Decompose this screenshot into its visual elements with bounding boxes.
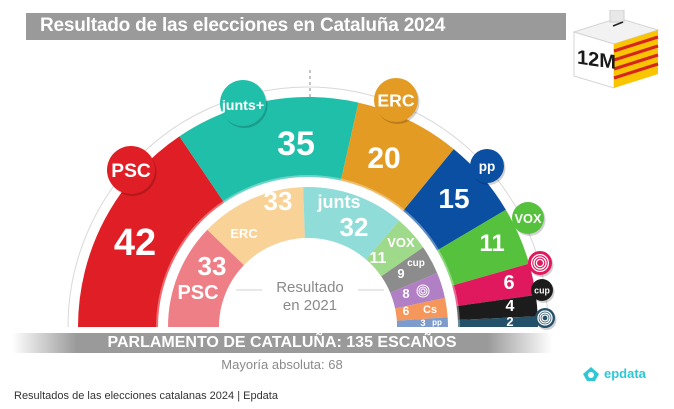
seats-2021-label: 8 <box>402 286 409 301</box>
outer-ring-2024 <box>67 86 549 328</box>
svg-text:cup: cup <box>534 285 550 295</box>
logo-2021-cs-icon: Cs <box>423 304 437 316</box>
seats-2024-label: 6 <box>503 272 514 294</box>
slice-2021-pp <box>396 317 448 327</box>
epdata-icon <box>583 366 599 381</box>
seats-2021-label: 11 <box>370 250 387 267</box>
parliament-label: PARLAMENTO DE CATALUÑA: 135 ESCAÑOS <box>107 334 457 351</box>
seats-2024-label: 4 <box>506 298 515 315</box>
slice-2021-junts <box>303 187 400 260</box>
logo-psc-icon: PSC <box>107 146 157 196</box>
title-bar <box>26 13 566 40</box>
slice-2024-vox <box>437 209 530 286</box>
seats-2021-label: 33 <box>264 186 293 216</box>
footer-bar <box>12 333 552 353</box>
epdata-logo[interactable]: epdata <box>583 366 646 381</box>
logo-pp-icon: pp <box>470 149 506 185</box>
seats-2021-label: 9 <box>397 266 404 281</box>
seats-2024-label: 11 <box>479 230 504 257</box>
logo-comuns-icon <box>528 251 554 277</box>
logo-2021-cup-icon: cup <box>407 258 425 269</box>
brand-name: epdata <box>604 366 646 381</box>
logo-cup-icon: cup <box>531 279 555 303</box>
logo-alian-a-catalana-icon <box>535 308 557 330</box>
slice-2021-vox <box>365 220 424 277</box>
slice-2021-erc <box>207 187 305 266</box>
logo-vox-icon: VOX <box>512 202 546 236</box>
party-logos: PSC junts+ ERC pp VOX cup PSC ERC junts VOX cup Cs p… <box>107 78 557 330</box>
svg-text:PSC: PSC <box>111 161 151 182</box>
slice-2024-cup <box>456 294 538 321</box>
inner-label-line1: Resultado <box>276 279 344 296</box>
logo-junts--icon: junts+ <box>220 80 268 128</box>
seats-2021-label: 33 <box>198 251 227 281</box>
logo-erc-icon: ERC <box>374 78 420 124</box>
inner-center <box>219 238 397 327</box>
seats-2024-label: 15 <box>438 183 469 214</box>
logo-2021-psc-icon: PSC <box>177 282 218 304</box>
seats-2021-label: 3 <box>420 318 425 328</box>
slice-2024-alian-a-catalana <box>457 316 538 327</box>
svg-text:ERC: ERC <box>377 91 414 111</box>
slice-2024-junts- <box>179 97 359 203</box>
seats-2024-label: 42 <box>114 222 156 264</box>
svg-text:VOX: VOX <box>514 211 541 226</box>
slice-2024-erc <box>340 102 454 211</box>
slice-2024-comuns <box>452 263 536 307</box>
slice-2021-psc <box>168 229 244 327</box>
slice-2021-comuns <box>390 273 445 309</box>
logo-2021-junts-icon: junts <box>317 192 361 212</box>
logo-2021-erc-icon: ERC <box>230 226 258 241</box>
slice-2024-pp <box>403 149 506 251</box>
seats-2021-label: 32 <box>340 212 369 242</box>
seats-2021-label: 6 <box>403 304 410 318</box>
badge-12m: 12M <box>577 47 616 74</box>
logo-2021-pp-icon: pp <box>432 318 442 327</box>
slice-2021-cs <box>395 297 448 321</box>
logo-2021-vox-icon: VOX <box>387 235 415 250</box>
slice-2021-cup <box>381 247 438 293</box>
ballot-box-icon: 12M <box>572 10 660 89</box>
majority-label: Mayoría absoluta: 68 <box>221 357 343 372</box>
seats-2024-label: 2 <box>506 314 513 329</box>
seats-2024-label: 20 <box>367 142 400 175</box>
slice-2024-psc <box>78 136 225 327</box>
chart-title: Resultado de las elecciones en Cataluña … <box>40 15 446 36</box>
logo-comuns-2021-icon <box>416 284 430 298</box>
caption: Resultados de las elecciones catalanas 2… <box>14 390 278 402</box>
inner-label-line2: en 2021 <box>283 297 337 314</box>
svg-text:pp: pp <box>479 159 496 174</box>
svg-text:junts+: junts+ <box>221 98 264 114</box>
seats-2024-label: 35 <box>277 125 315 163</box>
inner-ring-2021 <box>168 187 448 327</box>
